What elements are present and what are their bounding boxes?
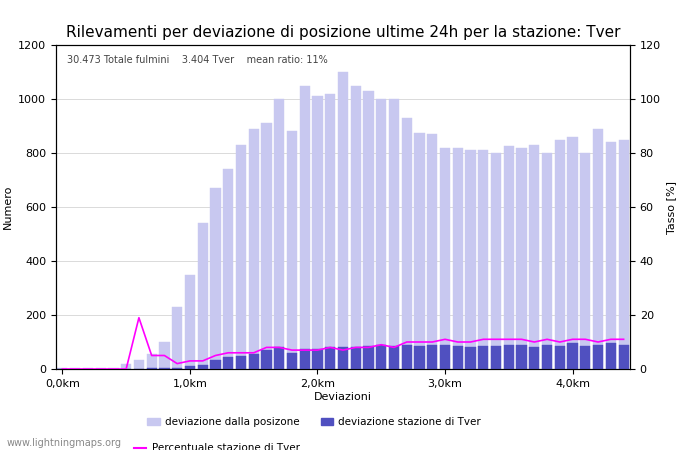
Bar — [274, 99, 284, 369]
Bar — [312, 349, 323, 369]
Bar — [274, 347, 284, 369]
Bar — [504, 345, 514, 369]
Y-axis label: Numero: Numero — [3, 185, 13, 229]
Bar — [389, 346, 399, 369]
Bar — [325, 94, 335, 369]
Bar — [529, 347, 540, 369]
Bar — [363, 91, 374, 369]
Bar — [210, 360, 220, 369]
Bar — [593, 129, 603, 369]
Bar — [529, 145, 540, 369]
Bar — [300, 349, 310, 369]
Bar — [504, 146, 514, 369]
Legend: Percentuale stazione di Tver: Percentuale stazione di Tver — [130, 439, 304, 450]
Bar — [146, 354, 157, 369]
Bar — [580, 346, 591, 369]
Bar — [351, 347, 361, 369]
Bar — [172, 307, 182, 369]
Bar — [223, 169, 233, 369]
Bar — [197, 223, 208, 369]
Bar — [593, 345, 603, 369]
Bar — [57, 368, 67, 369]
Bar — [376, 99, 386, 369]
Bar — [325, 347, 335, 369]
Bar — [338, 347, 348, 369]
X-axis label: Deviazioni: Deviazioni — [314, 392, 372, 401]
Bar — [606, 142, 616, 369]
Bar — [261, 123, 272, 369]
Bar — [453, 148, 463, 369]
Bar — [478, 150, 489, 369]
Bar — [402, 345, 412, 369]
Bar — [223, 357, 233, 369]
Bar — [287, 131, 297, 369]
Bar — [414, 133, 425, 369]
Bar — [172, 368, 182, 369]
Bar — [440, 148, 450, 369]
Bar — [414, 346, 425, 369]
Bar — [287, 353, 297, 369]
Bar — [542, 345, 552, 369]
Text: 30.473 Totale fulmini    3.404 Tver    mean ratio: 11%: 30.473 Totale fulmini 3.404 Tver mean ra… — [67, 55, 328, 65]
Bar — [261, 350, 272, 369]
Bar — [568, 343, 578, 369]
Bar — [619, 140, 629, 369]
Bar — [108, 368, 118, 369]
Bar — [134, 360, 144, 369]
Bar — [312, 96, 323, 369]
Bar — [466, 347, 476, 369]
Bar — [440, 345, 450, 369]
Bar — [210, 188, 220, 369]
Bar — [351, 86, 361, 369]
Bar — [580, 153, 591, 369]
Bar — [338, 72, 348, 369]
Bar — [427, 134, 438, 369]
Bar — [248, 129, 259, 369]
Bar — [146, 368, 157, 369]
Bar — [606, 343, 616, 369]
Bar — [160, 342, 169, 369]
Bar — [236, 356, 246, 369]
Bar — [185, 274, 195, 369]
Y-axis label: Tasso [%]: Tasso [%] — [666, 180, 676, 234]
Bar — [517, 148, 526, 369]
Bar — [389, 99, 399, 369]
Bar — [300, 86, 310, 369]
Bar — [427, 345, 438, 369]
Bar — [478, 346, 489, 369]
Bar — [554, 140, 565, 369]
Bar — [248, 354, 259, 369]
Bar — [160, 368, 169, 369]
Bar — [453, 346, 463, 369]
Bar — [376, 345, 386, 369]
Bar — [542, 153, 552, 369]
Title: Rilevamenti per deviazione di posizione ultime 24h per la stazione: Tver: Rilevamenti per deviazione di posizione … — [66, 25, 620, 40]
Bar — [517, 345, 526, 369]
Bar — [568, 137, 578, 369]
Bar — [554, 346, 565, 369]
Bar — [466, 150, 476, 369]
Bar — [236, 145, 246, 369]
Bar — [619, 345, 629, 369]
Bar — [197, 365, 208, 369]
Bar — [185, 366, 195, 369]
Bar — [491, 346, 501, 369]
Bar — [121, 364, 132, 369]
Text: www.lightningmaps.org: www.lightningmaps.org — [7, 438, 122, 448]
Bar — [363, 346, 374, 369]
Bar — [491, 153, 501, 369]
Bar — [402, 118, 412, 369]
